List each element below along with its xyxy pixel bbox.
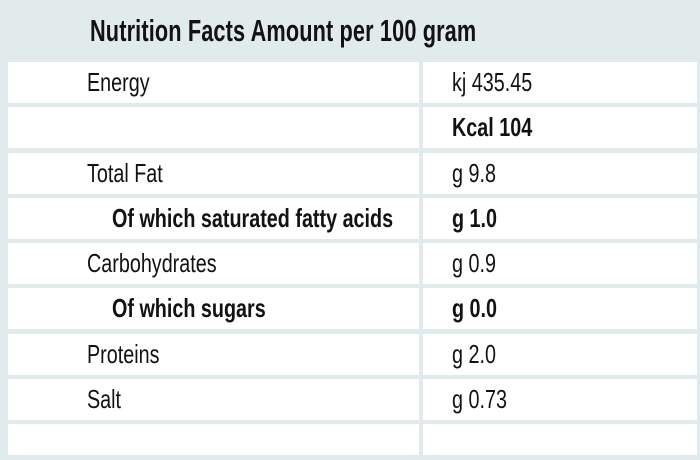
nutrient-label: Carbohydrates [87,248,217,279]
nutrient-value-cell: g 1.0 [423,197,697,239]
table-row: Carbohydrates g 0.9 [8,243,697,285]
nutrient-label: Energy [87,67,150,97]
nutrient-label-cell: Of which sugars [8,288,419,330]
table-row: Energy kj 435.45 [8,62,697,103]
nutrient-label-cell: Of which saturated fatty acids [8,197,419,239]
table-row: Total Fat g 9.8 [8,152,697,194]
nutrient-value-cell: g 0.73 [423,379,697,421]
table-header: Nutrition Facts Amount per 100 gram [0,0,700,62]
nutrient-label-cell: Energy [8,62,419,103]
table-row: Kcal 104 [8,107,697,149]
nutrient-value-cell [423,424,697,456]
nutrient-value: kj 435.45 [452,67,533,97]
table-row: Of which saturated fatty acids g 1.0 [8,197,697,239]
table-row [8,424,697,456]
nutrient-value-cell: kj 435.45 [423,62,697,103]
nutrient-label-cell [8,424,419,456]
nutrient-value-cell: g 0.9 [423,243,697,285]
nutrient-label: Salt [87,384,122,415]
nutrient-value: g 2.0 [452,338,496,369]
nutrient-label: Total Fat [87,157,163,188]
nutrient-value: g 0.73 [452,384,507,415]
nutrition-facts-table: Energy kj 435.45 Kcal 104 Total Fat g 9.8 Of … [8,62,697,456]
page-title: Nutrition Facts Amount per 100 gram [90,13,477,48]
nutrient-value-cell: g 2.0 [423,333,697,375]
nutrient-value-cell: Kcal 104 [423,107,697,149]
nutrient-value-cell: g 9.8 [423,152,697,194]
nutrient-label: Proteins [87,338,160,369]
nutrient-label-cell: Carbohydrates [8,243,419,285]
nutrient-label-cell: Total Fat [8,152,419,194]
nutrient-label-cell: Salt [8,379,419,421]
nutrient-label: Of which saturated fatty acids [112,202,394,233]
nutrient-value: Kcal 104 [452,112,533,143]
nutrient-label: Of which sugars [112,293,266,324]
table-row: Proteins g 2.0 [8,333,697,375]
nutrient-value: g 1.0 [452,202,498,233]
nutrient-label-cell [8,107,419,149]
table-row: Salt g 0.73 [8,379,697,421]
nutrient-value: g 0.0 [452,293,498,324]
nutrient-value: g 0.9 [452,248,496,279]
nutrient-value: g 9.8 [452,157,496,188]
table-row: Of which sugars g 0.0 [8,288,697,330]
nutrient-value-cell: g 0.0 [423,288,697,330]
nutrient-label-cell: Proteins [8,333,419,375]
